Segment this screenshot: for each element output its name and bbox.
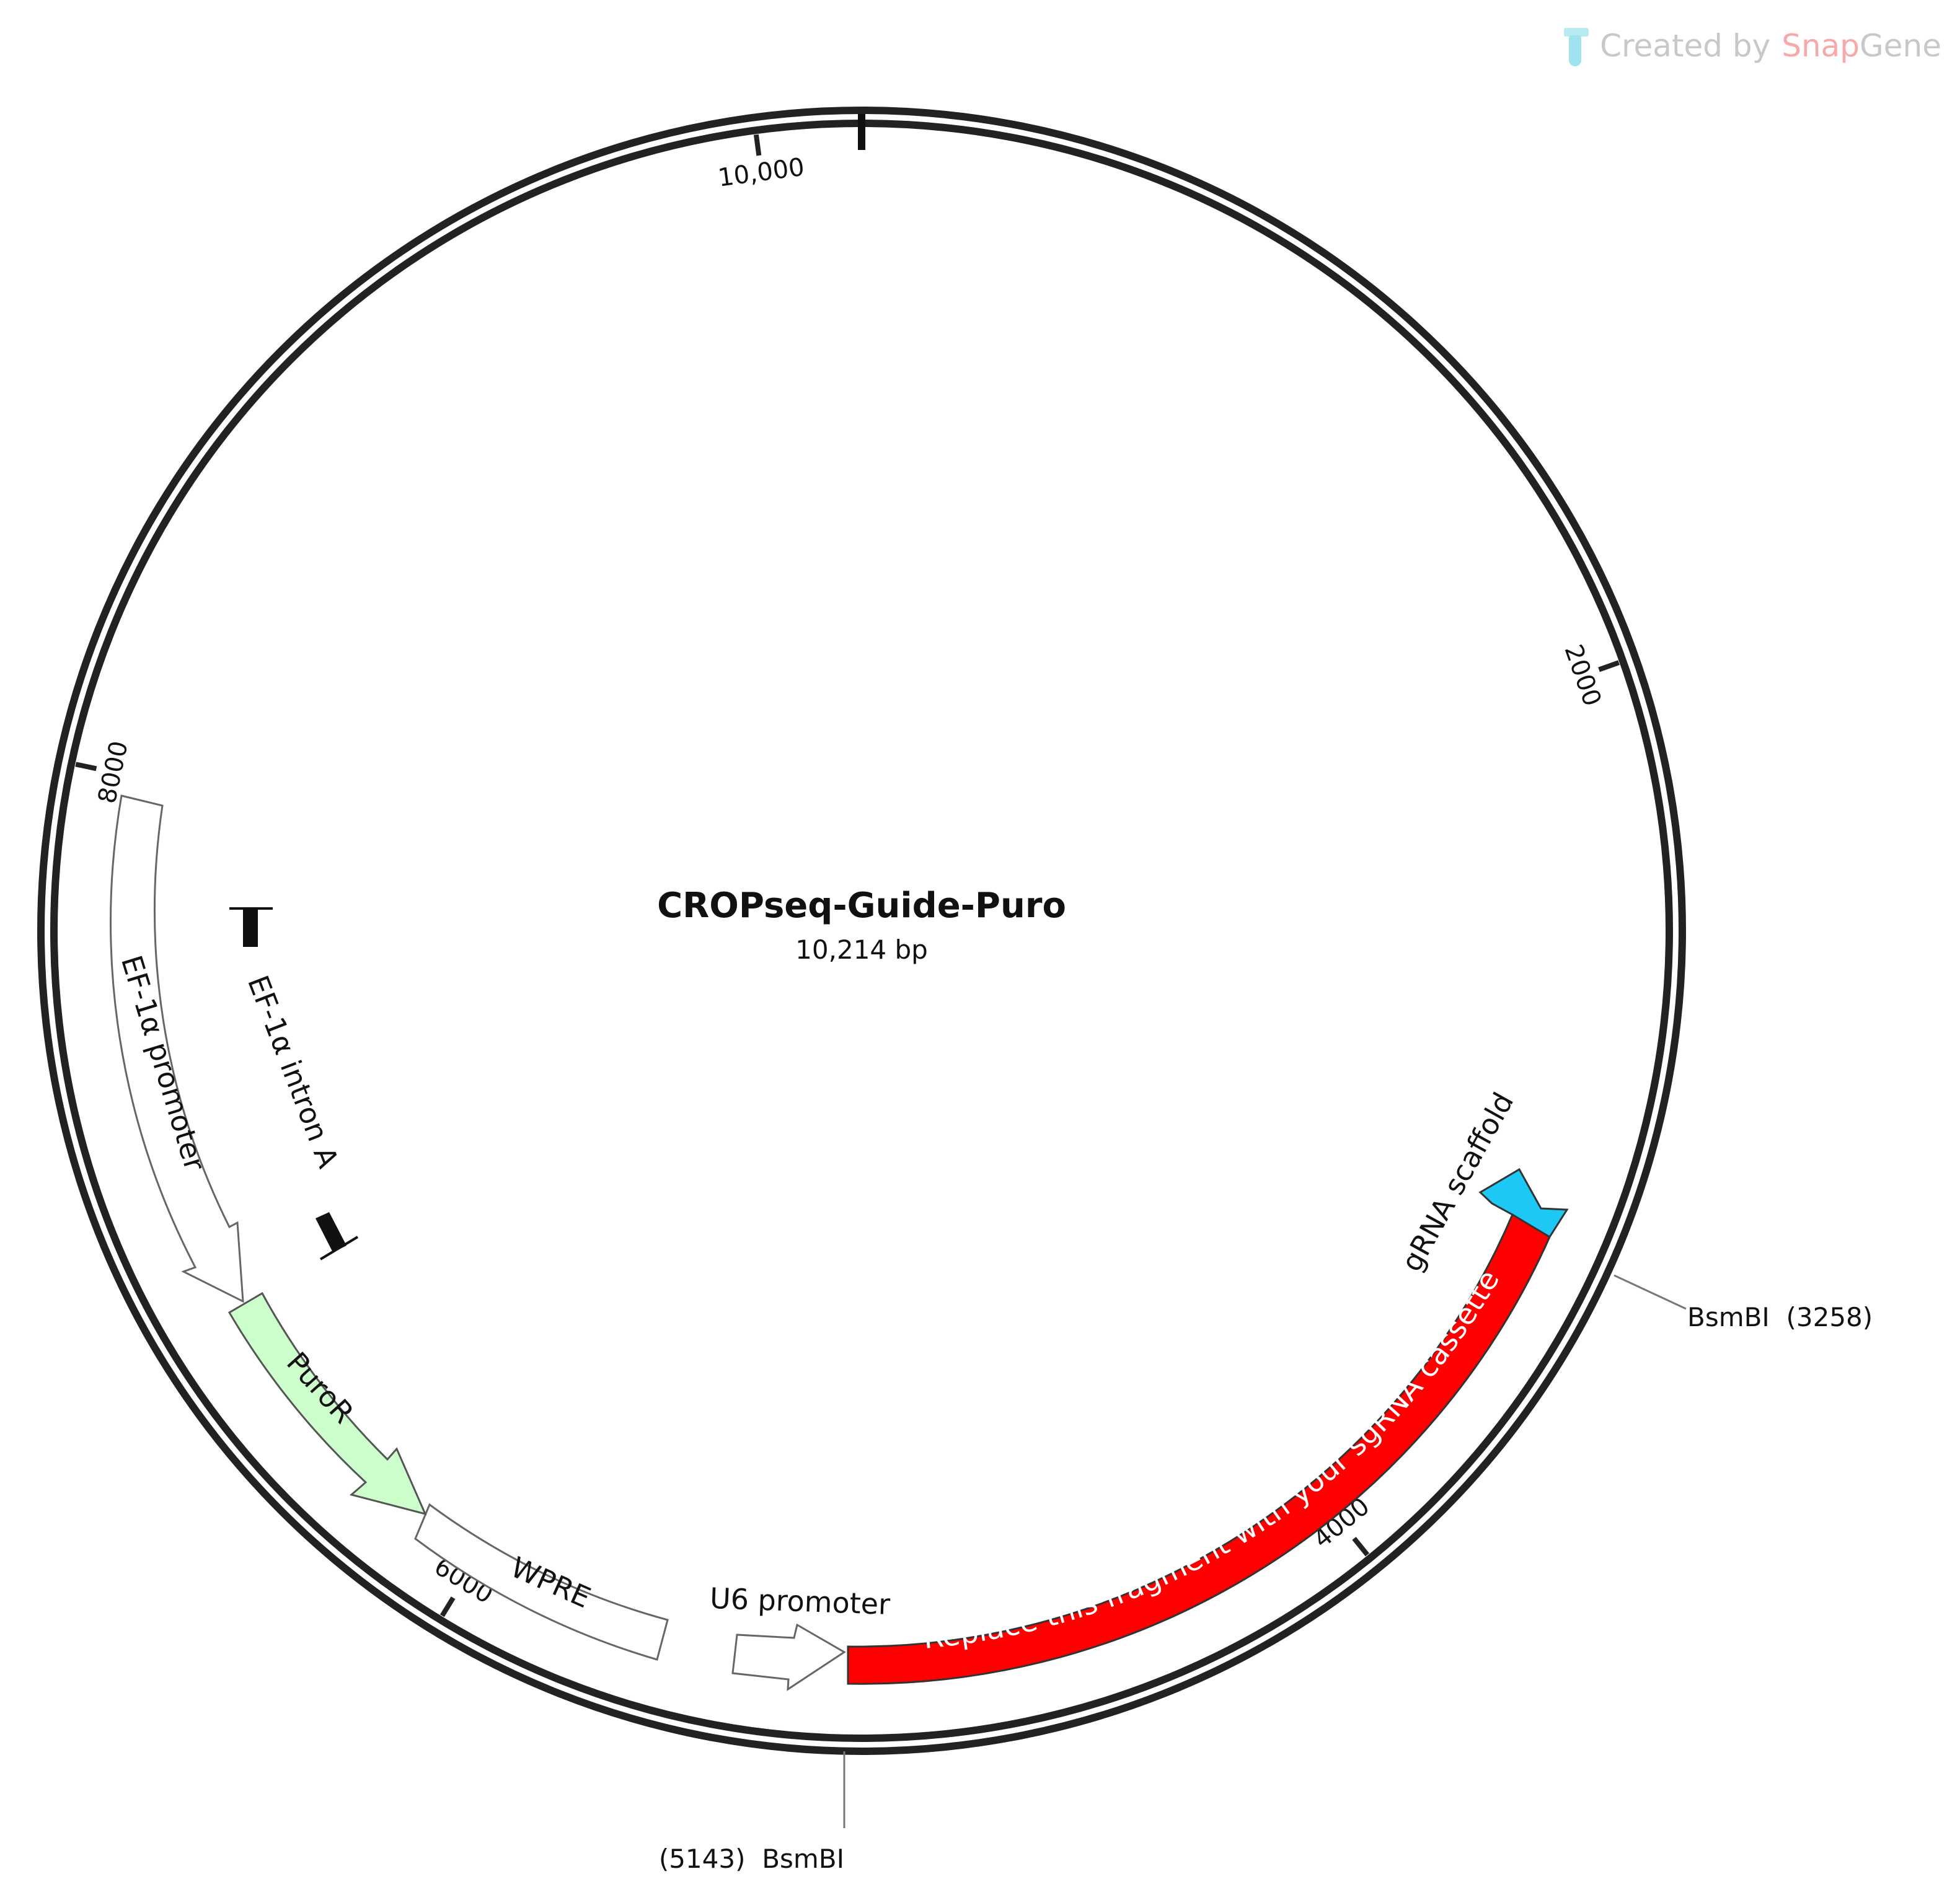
tick-mark xyxy=(753,134,762,156)
feature-puror: PuroR xyxy=(227,1291,427,1516)
watermark-brand-snap: Snap xyxy=(1781,28,1860,64)
feature-label: U6 promoter xyxy=(709,1581,891,1621)
feature-arrow xyxy=(110,794,244,1303)
snapgene-logo-icon xyxy=(1564,24,1589,68)
watermark-brand-gene: Gene xyxy=(1860,28,1941,64)
intron-block-bottom xyxy=(316,1212,347,1252)
tick-mark xyxy=(75,762,97,772)
site-leader-line xyxy=(1613,1274,1687,1310)
tick-mark xyxy=(1352,1537,1370,1557)
site-label: BsmBI (3258) xyxy=(1687,1302,1873,1332)
feature-u6-promoter: U6 promoter xyxy=(709,1581,891,1691)
tick-label: 8000 xyxy=(93,739,134,806)
intron-block-top xyxy=(243,908,258,947)
plasmid-name: CROPseq-Guide-Puro xyxy=(657,886,1066,926)
plasmid-length: 10,214 bp xyxy=(795,935,928,965)
tick-label: 2000 xyxy=(1558,641,1606,710)
feature-ef1a-intron: EF-1α intron A xyxy=(229,907,359,1260)
feature-arrow xyxy=(731,1623,846,1691)
feature-ef1a-promoter: EF-1α promoter xyxy=(110,794,244,1303)
feature-replace-fragment: Replace this fragment with your sgRNA ca… xyxy=(847,1213,1551,1685)
feature-arrow xyxy=(227,1291,427,1516)
site-label: (5143) BsmBI xyxy=(659,1844,844,1874)
backbone-inner-ring xyxy=(50,120,1673,1742)
tick-mark xyxy=(439,1596,456,1617)
backbone-outer-ring xyxy=(37,107,1686,1755)
site-bsmbi-5143: (5143) BsmBI xyxy=(659,1751,845,1874)
tick-label: 10,000 xyxy=(717,153,806,193)
tick-marks xyxy=(75,134,1620,1617)
feature-box xyxy=(414,1503,669,1661)
watermark-brand: SnapGene xyxy=(1781,28,1941,64)
feature-arrow xyxy=(847,1213,1551,1685)
feature-arrow xyxy=(1478,1168,1569,1239)
site-bsmbi-3258: BsmBI (3258) xyxy=(1613,1274,1873,1332)
tick-mark xyxy=(1598,660,1620,672)
backbone xyxy=(37,107,1686,1755)
watermark-created-by: Created by xyxy=(1600,28,1771,64)
snapgene-watermark: Created by SnapGene xyxy=(1564,22,1941,69)
feature-label: EF-1α intron A xyxy=(241,971,345,1173)
